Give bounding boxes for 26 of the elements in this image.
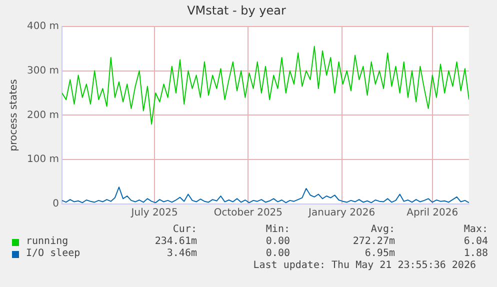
x-tick-label: October 2025 (214, 208, 283, 219)
text: 6.04 (462, 236, 488, 248)
y-tick-label: 300 m (26, 65, 60, 76)
text: 0.00 (264, 248, 290, 260)
legend-label: I/O sleep (26, 248, 82, 260)
chart-title: VMstat - by year (187, 3, 286, 18)
text: 0.00 (264, 236, 290, 248)
text: Min: (264, 224, 290, 236)
text: Cur: (172, 224, 197, 236)
y-tick-label: 100 m (26, 154, 60, 166)
x-tick-label: July 2025 (130, 208, 178, 219)
text: 272.27m (352, 236, 395, 248)
text: 1.88 (462, 248, 488, 260)
text: 3.46m (166, 248, 197, 260)
x-tick-label: April 2026 (406, 208, 458, 219)
y-tick-label: 0 (52, 198, 60, 210)
legend-label: running (26, 236, 70, 248)
y-tick-label: 400 m (26, 20, 60, 32)
text: Max: (462, 224, 488, 236)
y-tick-label: 200 m (26, 110, 60, 121)
text: Avg: (370, 224, 395, 236)
x-tick-label: January 2026 (308, 208, 376, 219)
text: 234.61m (154, 236, 197, 248)
text: Last update: Thu May 21 23:55:36 2026 (253, 260, 476, 271)
y-axis-title: process states (8, 79, 20, 152)
text: 6.95m (364, 248, 395, 260)
